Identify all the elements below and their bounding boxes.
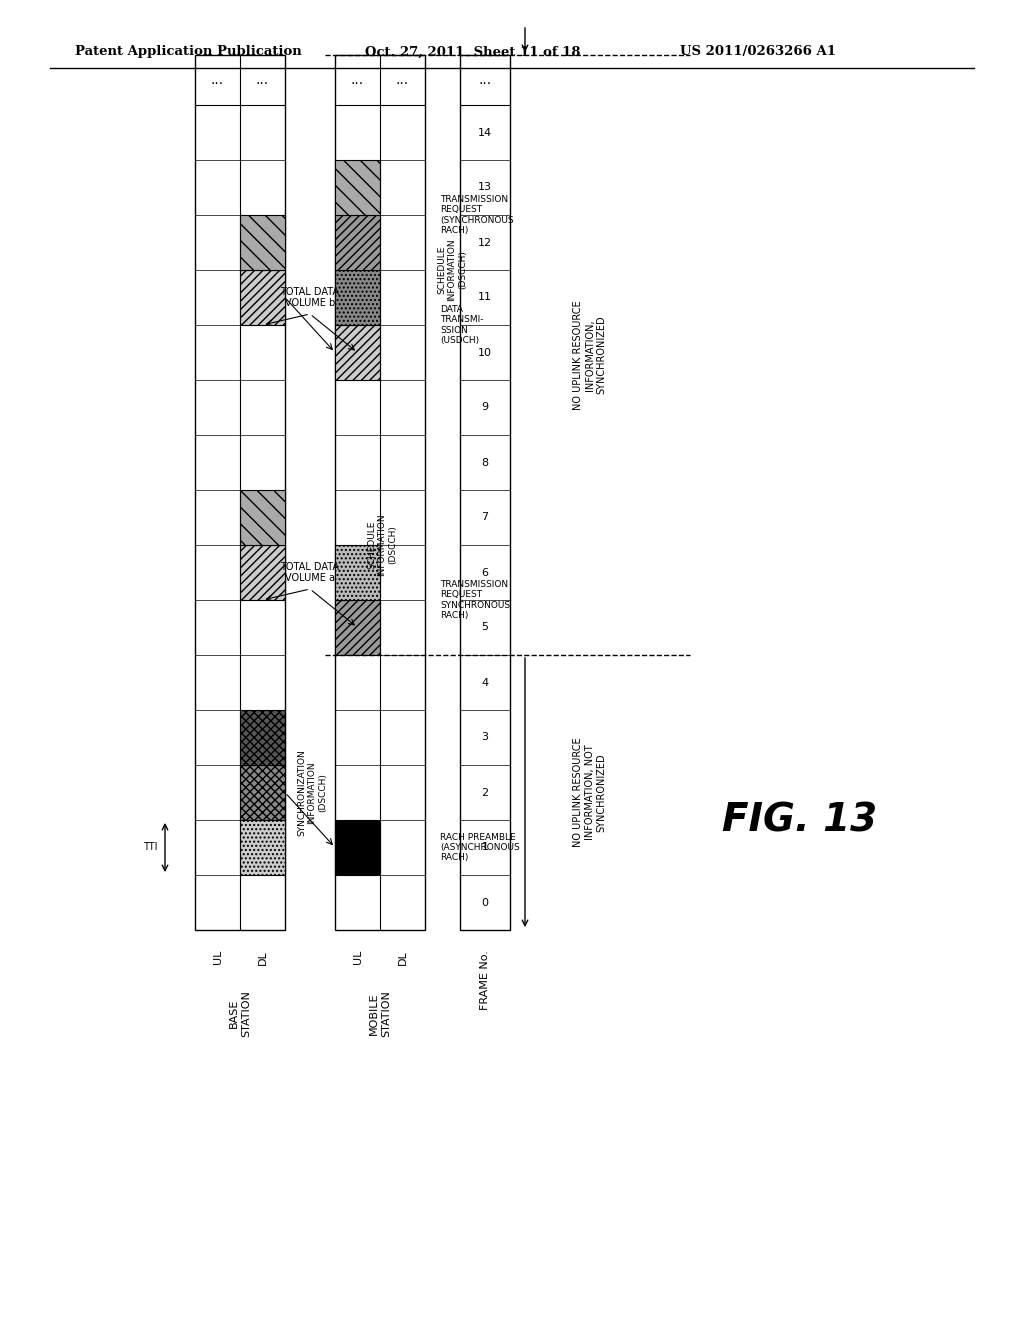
Bar xyxy=(240,490,285,545)
Text: 4: 4 xyxy=(481,677,488,688)
Text: SCHEDULE
INFORMATION
(DSCCH): SCHEDULE INFORMATION (DSCCH) xyxy=(437,239,467,301)
Text: Patent Application Publication: Patent Application Publication xyxy=(75,45,302,58)
Bar xyxy=(195,55,285,931)
Text: NO UPLINK RESOURCE
INFORMATION, NOT
SYNCHRONIZED: NO UPLINK RESOURCE INFORMATION, NOT SYNC… xyxy=(573,738,606,847)
Bar xyxy=(335,601,380,655)
Text: 1: 1 xyxy=(481,842,488,853)
Bar xyxy=(335,325,380,380)
Bar xyxy=(335,160,380,215)
Text: ...: ... xyxy=(351,73,365,87)
Text: SCHEDULE
INFORMATION
(DSCCH): SCHEDULE INFORMATION (DSCCH) xyxy=(367,513,397,577)
Bar xyxy=(460,55,510,931)
Bar xyxy=(335,215,380,271)
Bar xyxy=(335,820,380,875)
Bar xyxy=(335,55,425,931)
Text: 12: 12 xyxy=(478,238,493,248)
Bar xyxy=(335,271,380,325)
Text: ...: ... xyxy=(396,73,409,87)
Text: 2: 2 xyxy=(481,788,488,797)
Text: 14: 14 xyxy=(478,128,493,137)
Text: 11: 11 xyxy=(478,293,492,302)
Text: Oct. 27, 2011  Sheet 11 of 18: Oct. 27, 2011 Sheet 11 of 18 xyxy=(365,45,581,58)
Text: TOTAL DATA
VOLUME b: TOTAL DATA VOLUME b xyxy=(281,286,340,309)
Text: 9: 9 xyxy=(481,403,488,412)
Text: 3: 3 xyxy=(481,733,488,742)
Bar xyxy=(240,766,285,820)
Text: ...: ... xyxy=(256,73,269,87)
Text: DL: DL xyxy=(257,950,267,965)
Text: DL: DL xyxy=(397,950,408,965)
Text: 0: 0 xyxy=(481,898,488,908)
Text: TRANSMISSION
REQUEST
SYNCHRONOUS
RACH): TRANSMISSION REQUEST SYNCHRONOUS RACH) xyxy=(440,579,510,620)
Text: FIG. 13: FIG. 13 xyxy=(723,801,878,840)
Text: 10: 10 xyxy=(478,347,492,358)
Text: ...: ... xyxy=(478,73,492,87)
Text: UL: UL xyxy=(213,950,222,965)
Text: 13: 13 xyxy=(478,182,492,193)
Bar xyxy=(240,215,285,271)
Text: US 2011/0263266 A1: US 2011/0263266 A1 xyxy=(680,45,836,58)
Text: DATA
TRANSMI-
SSION
(USDCH): DATA TRANSMI- SSION (USDCH) xyxy=(440,305,483,345)
Bar xyxy=(240,545,285,601)
Text: FRAME No.: FRAME No. xyxy=(480,950,490,1010)
Text: MOBILE
STATION: MOBILE STATION xyxy=(370,990,391,1038)
Text: ...: ... xyxy=(211,73,224,87)
Text: UL: UL xyxy=(352,950,362,965)
Text: TRANSMISSION
REQUEST
(SYNCHRONOUS
RACH): TRANSMISSION REQUEST (SYNCHRONOUS RACH) xyxy=(440,195,514,235)
Text: 6: 6 xyxy=(481,568,488,578)
Bar xyxy=(240,710,285,766)
Text: TOTAL DATA
VOLUME a: TOTAL DATA VOLUME a xyxy=(281,562,340,583)
Bar xyxy=(240,820,285,875)
Bar xyxy=(240,271,285,325)
Text: 8: 8 xyxy=(481,458,488,467)
Text: RACH PREAMBLE
(ASYNCHRONOUS
RACH): RACH PREAMBLE (ASYNCHRONOUS RACH) xyxy=(440,833,520,862)
Text: 7: 7 xyxy=(481,512,488,523)
Text: TTI: TTI xyxy=(142,842,158,853)
Text: 5: 5 xyxy=(481,623,488,632)
Text: NO UPLINK RESOURCE
INFORMATION,
SYNCHRONIZED: NO UPLINK RESOURCE INFORMATION, SYNCHRON… xyxy=(573,300,606,409)
Text: SYNCHRONIZATION
INFORMATION
(DSCCH): SYNCHRONIZATION INFORMATION (DSCCH) xyxy=(297,750,327,836)
Bar xyxy=(335,545,380,601)
Text: BASE
STATION: BASE STATION xyxy=(229,990,251,1038)
